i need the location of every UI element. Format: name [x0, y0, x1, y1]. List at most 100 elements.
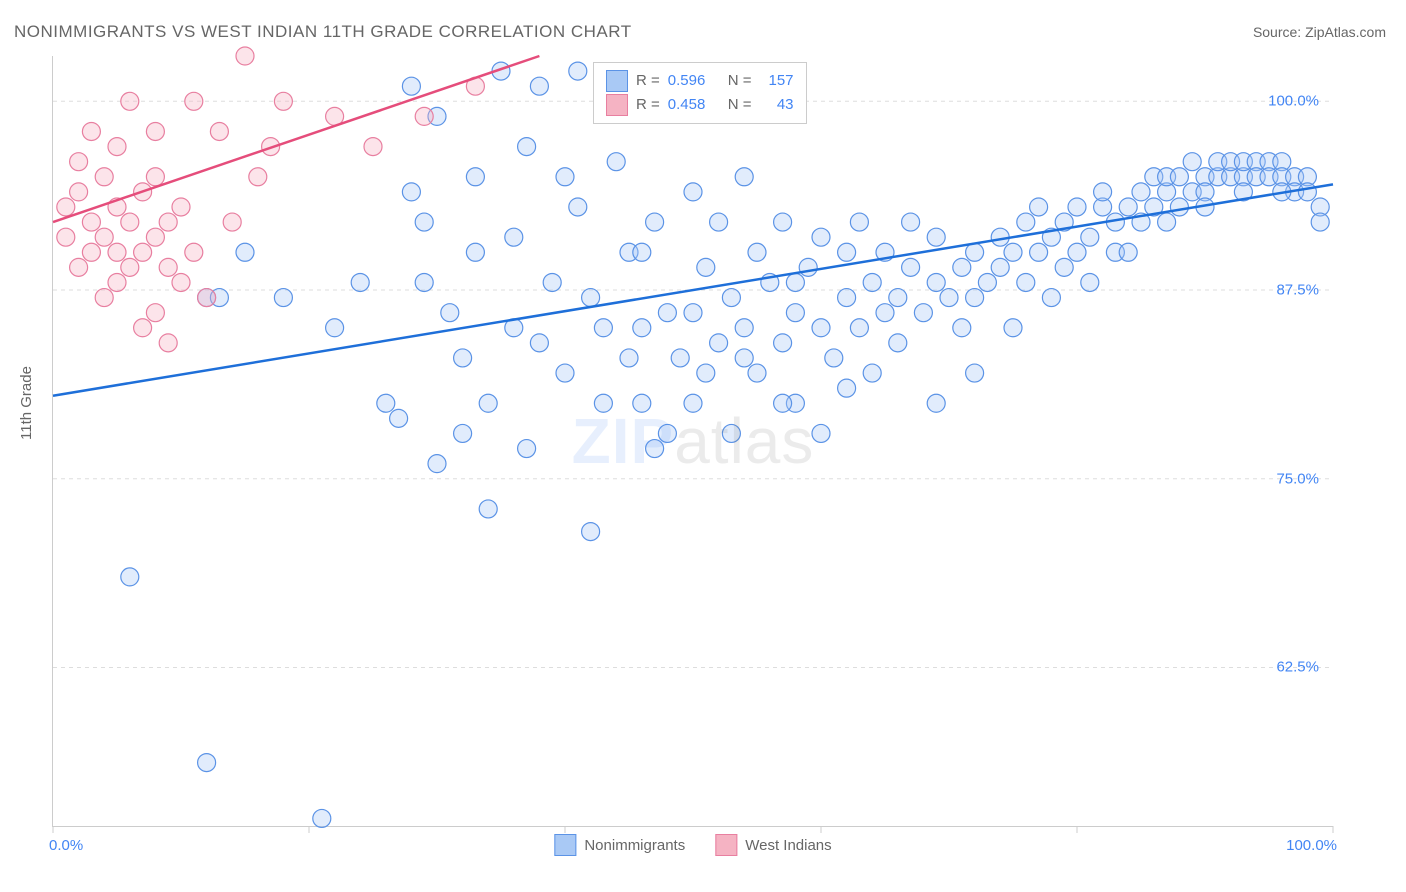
- data-point: [1042, 289, 1060, 307]
- n-value: 157: [760, 69, 794, 93]
- data-point: [722, 289, 740, 307]
- legend-swatch: [606, 70, 628, 92]
- y-tick-label: 62.5%: [1276, 659, 1319, 676]
- r-value: 0.458: [668, 93, 720, 117]
- data-point: [646, 213, 664, 231]
- data-point: [697, 258, 715, 276]
- legend-swatch: [554, 834, 576, 856]
- data-point: [850, 319, 868, 337]
- data-point: [1068, 243, 1086, 261]
- data-point: [146, 168, 164, 186]
- data-point: [121, 92, 139, 110]
- data-point: [774, 394, 792, 412]
- data-point: [569, 62, 587, 80]
- data-point: [671, 349, 689, 367]
- data-point: [82, 213, 100, 231]
- legend-item: West Indians: [715, 834, 831, 856]
- data-point: [927, 273, 945, 291]
- data-point: [428, 455, 446, 473]
- data-point: [223, 213, 241, 231]
- data-point: [402, 77, 420, 95]
- series-legend: Nonimmigrants West Indians: [554, 834, 831, 856]
- data-point: [620, 349, 638, 367]
- data-point: [735, 168, 753, 186]
- data-point: [313, 809, 331, 827]
- data-point: [582, 523, 600, 541]
- data-point: [812, 424, 830, 442]
- data-point: [454, 424, 472, 442]
- data-point: [1017, 273, 1035, 291]
- data-point: [159, 258, 177, 276]
- data-point: [466, 243, 484, 261]
- data-point: [415, 213, 433, 231]
- data-point: [274, 92, 292, 110]
- r-label: R =: [636, 93, 660, 117]
- data-point: [198, 754, 216, 772]
- n-value: 43: [760, 93, 794, 117]
- data-point: [134, 319, 152, 337]
- data-point: [518, 138, 536, 156]
- trend-line: [53, 56, 539, 222]
- x-axis-max-label: 100.0%: [1286, 837, 1337, 854]
- data-point: [415, 107, 433, 125]
- data-point: [927, 228, 945, 246]
- data-point: [684, 394, 702, 412]
- n-label: N =: [728, 69, 752, 93]
- data-point: [594, 394, 612, 412]
- legend-swatch: [606, 94, 628, 116]
- legend-label: West Indians: [745, 837, 831, 854]
- data-point: [1183, 153, 1201, 171]
- data-point: [722, 424, 740, 442]
- data-point: [786, 304, 804, 322]
- data-point: [838, 243, 856, 261]
- data-point: [812, 319, 830, 337]
- data-point: [1081, 228, 1099, 246]
- data-point: [1311, 213, 1329, 231]
- data-point: [70, 153, 88, 171]
- data-point: [1030, 198, 1048, 216]
- data-point: [863, 364, 881, 382]
- data-point: [838, 379, 856, 397]
- data-point: [57, 198, 75, 216]
- data-point: [1004, 319, 1022, 337]
- data-point: [812, 228, 830, 246]
- y-tick-label: 87.5%: [1276, 282, 1319, 299]
- n-label: N =: [728, 93, 752, 117]
- data-point: [121, 258, 139, 276]
- data-point: [415, 273, 433, 291]
- source-name: ZipAtlas.com: [1305, 24, 1386, 40]
- data-point: [236, 47, 254, 65]
- data-point: [108, 138, 126, 156]
- data-point: [710, 213, 728, 231]
- data-point: [902, 258, 920, 276]
- data-point: [748, 243, 766, 261]
- data-point: [1030, 243, 1048, 261]
- data-point: [185, 92, 203, 110]
- data-point: [530, 334, 548, 352]
- data-point: [95, 289, 113, 307]
- scatter-svg: [53, 56, 1333, 826]
- chart-title: NONIMMIGRANTS VS WEST INDIAN 11TH GRADE …: [14, 22, 632, 42]
- data-point: [658, 424, 676, 442]
- legend-swatch: [715, 834, 737, 856]
- data-point: [914, 304, 932, 322]
- data-point: [479, 500, 497, 518]
- data-point: [121, 568, 139, 586]
- data-point: [1055, 258, 1073, 276]
- data-point: [57, 228, 75, 246]
- data-point: [172, 198, 190, 216]
- data-point: [210, 122, 228, 140]
- data-point: [1170, 168, 1188, 186]
- data-point: [735, 319, 753, 337]
- data-point: [274, 289, 292, 307]
- data-point: [556, 168, 574, 186]
- data-point: [326, 319, 344, 337]
- data-point: [684, 183, 702, 201]
- data-point: [82, 243, 100, 261]
- data-point: [633, 394, 651, 412]
- legend-label: Nonimmigrants: [584, 837, 685, 854]
- data-point: [390, 409, 408, 427]
- data-point: [1017, 213, 1035, 231]
- data-point: [876, 304, 894, 322]
- data-point: [364, 138, 382, 156]
